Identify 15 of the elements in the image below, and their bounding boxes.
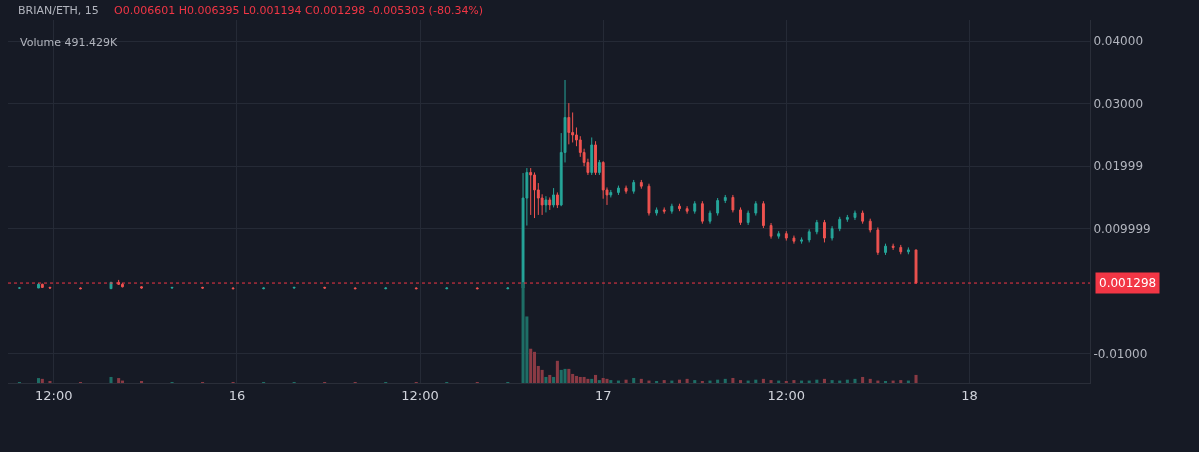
y-tick-label: -0.01000 xyxy=(1093,346,1148,361)
ref-line-label: 0.001298 xyxy=(1099,276,1157,290)
x-tick-label: 12:00 xyxy=(401,387,439,403)
annotation: Volume 491.429K xyxy=(20,36,118,49)
chart-title: BRIAN/ETH, 15 xyxy=(18,3,99,17)
x-tick-label: 18 xyxy=(961,387,978,403)
x-tick-label: 16 xyxy=(228,387,246,403)
y-tick-label: 0.01999 xyxy=(1093,159,1144,174)
x-tick-label: 12:00 xyxy=(35,387,73,403)
y-tick-label: 0.03000 xyxy=(1093,96,1144,111)
x-tick-label: 12:00 xyxy=(767,387,806,403)
text: O0.006601 H0.006395 L0.001194 C0.001298 -0.005303 (-80.34%) xyxy=(114,4,484,17)
x-tick-label: 17 xyxy=(594,387,612,403)
y-tick-label: 0.04000 xyxy=(1093,34,1144,49)
y-tick-label: 0.009999 xyxy=(1093,221,1151,236)
